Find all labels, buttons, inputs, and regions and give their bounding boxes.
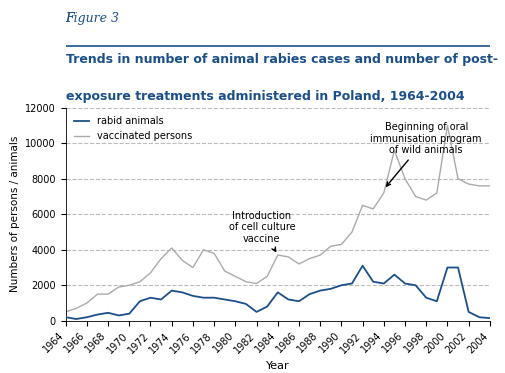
- X-axis label: Year: Year: [266, 361, 289, 371]
- Text: Trends in number of animal rabies cases and number of post-: Trends in number of animal rabies cases …: [66, 53, 497, 66]
- Text: Figure 3: Figure 3: [66, 12, 120, 25]
- Legend: rabid animals, vaccinated persons: rabid animals, vaccinated persons: [71, 113, 196, 145]
- Text: exposure treatments administered in Poland, 1964-2004: exposure treatments administered in Pola…: [66, 90, 464, 103]
- Text: F: F: [66, 12, 74, 25]
- Y-axis label: Numbers of persons / animals: Numbers of persons / animals: [10, 136, 20, 292]
- Text: Beginning of oral
immunisation program
of wild animals: Beginning of oral immunisation program o…: [371, 122, 482, 186]
- Text: Introduction
of cell culture
vaccine: Introduction of cell culture vaccine: [229, 211, 295, 251]
